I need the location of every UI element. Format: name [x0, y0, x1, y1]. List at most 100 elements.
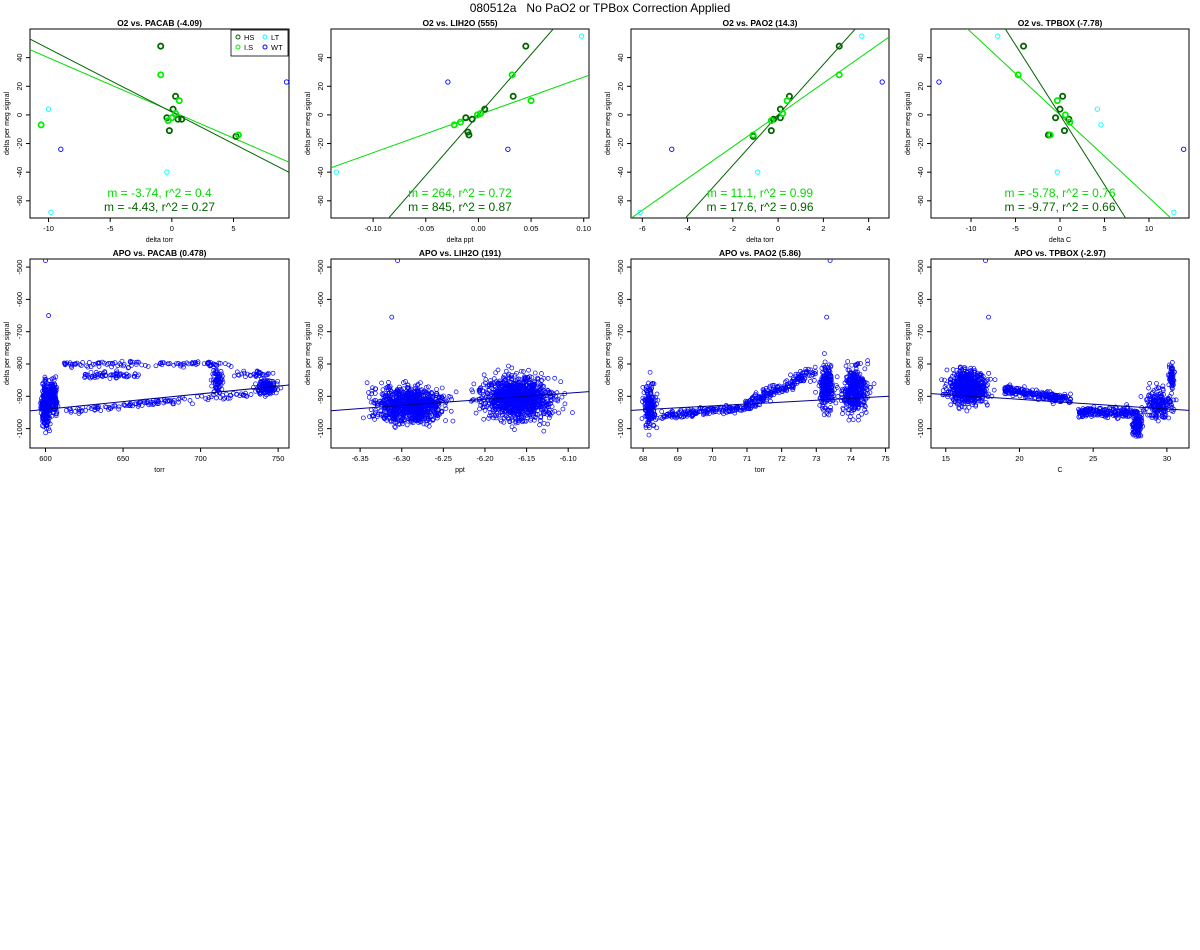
data-point: [524, 389, 530, 395]
x-tick-label: -6.35: [352, 454, 369, 463]
data-point: [824, 371, 830, 376]
data-point: [493, 379, 499, 384]
data-point: [116, 406, 121, 412]
y-tick-label: 40: [616, 53, 625, 61]
x-tick-label: -6.15: [518, 454, 535, 463]
data-point: [166, 398, 171, 403]
data-point: [218, 376, 224, 382]
data-point: [449, 397, 454, 402]
plot-frame: [630, 28, 890, 219]
data-point: [426, 389, 432, 395]
data-point: [448, 408, 454, 414]
data-point: [799, 375, 805, 381]
data-point: [547, 398, 553, 404]
data-point: [394, 397, 400, 403]
data-point: [251, 371, 257, 377]
outlier-point: [389, 314, 395, 320]
data-point: [386, 391, 391, 396]
data-point: [541, 428, 547, 434]
chart-title: APO vs. PAO2 (5.86): [719, 248, 801, 258]
y-tick-label: -60: [616, 195, 625, 206]
data-point-lt: [578, 33, 585, 39]
data-point: [139, 362, 145, 368]
data-point: [813, 369, 818, 374]
y-axis-label: delta per meg signal: [305, 322, 312, 385]
x-tick-label: 0: [1058, 224, 1062, 233]
x-tick-label: 73: [812, 454, 820, 463]
data-point-is: [477, 109, 485, 117]
data-point: [234, 391, 240, 397]
data-point: [493, 415, 499, 421]
data-point-hs: [1056, 105, 1064, 113]
y-tick-label: -20: [15, 138, 24, 149]
x-tick-label: 74: [847, 454, 855, 463]
data-point: [373, 409, 378, 415]
data-point: [643, 398, 648, 403]
fit-annotation-hs: m = -9.77, r^2 = 0.66: [1004, 200, 1115, 214]
data-point: [173, 361, 179, 367]
data-point: [394, 407, 400, 413]
fit-annotation-is: m = -3.74, r^2 = 0.4: [107, 186, 212, 200]
data-point: [845, 367, 851, 373]
data-point: [121, 363, 126, 369]
data-point: [382, 394, 388, 400]
data-point: [828, 379, 833, 385]
data-point: [785, 383, 791, 389]
data-point: [523, 407, 529, 412]
data-point: [851, 398, 857, 404]
data-point: [428, 394, 434, 400]
data-point: [537, 401, 543, 406]
x-axis-label: ppt: [455, 467, 465, 474]
data-point: [415, 418, 420, 423]
data-point: [102, 370, 108, 375]
data-point: [367, 414, 372, 419]
data-point: [835, 385, 840, 390]
x-tick-label: 68: [639, 454, 647, 463]
y-tick-label: -60: [316, 195, 325, 206]
data-point: [76, 407, 82, 412]
data-point: [538, 414, 544, 419]
data-point: [780, 389, 785, 395]
data-point: [93, 373, 98, 378]
data-point: [40, 417, 46, 423]
data-point: [834, 374, 840, 380]
data-point: [532, 378, 538, 384]
data-point: [434, 387, 439, 392]
data-point-hs: [468, 115, 476, 123]
data-point: [804, 370, 810, 376]
data-point: [734, 407, 740, 412]
data-point: [515, 409, 521, 414]
data-point: [195, 394, 200, 399]
chart-panel-4: O2 vs. TPBOX (-7.78)-10 -5 0 5 10-60-40-2002…: [905, 18, 1190, 244]
data-point: [767, 385, 772, 391]
data-point: [811, 378, 817, 383]
y-tick-label: -700: [316, 324, 325, 339]
data-point: [112, 403, 118, 409]
data-point: [72, 361, 77, 367]
data-point: [509, 408, 515, 414]
y-tick-label: 40: [316, 53, 325, 61]
data-point: [49, 386, 55, 392]
data-point: [168, 398, 174, 404]
data-point: [213, 368, 218, 374]
y-tick-label: -800: [15, 356, 24, 371]
data-point: [983, 378, 989, 384]
data-point: [859, 411, 864, 417]
data-point: [939, 377, 944, 383]
data-point: [833, 400, 839, 406]
data-point: [82, 372, 88, 377]
data-point: [436, 397, 442, 403]
data-point: [390, 410, 396, 416]
data-point: [374, 414, 380, 419]
data-point: [854, 392, 860, 397]
data-point: [771, 386, 776, 392]
plot-area: [331, 259, 589, 434]
data-point: [88, 364, 94, 369]
chart-panel-1: O2 vs. PACAB (-4.09)-10 -5 0 5-60-40-200204…: [4, 18, 290, 244]
data-point: [670, 409, 676, 415]
data-point: [502, 372, 507, 378]
data-point: [373, 407, 379, 413]
data-point: [484, 404, 490, 409]
x-tick-label: 750: [272, 454, 285, 463]
data-point-lt: [859, 33, 865, 39]
